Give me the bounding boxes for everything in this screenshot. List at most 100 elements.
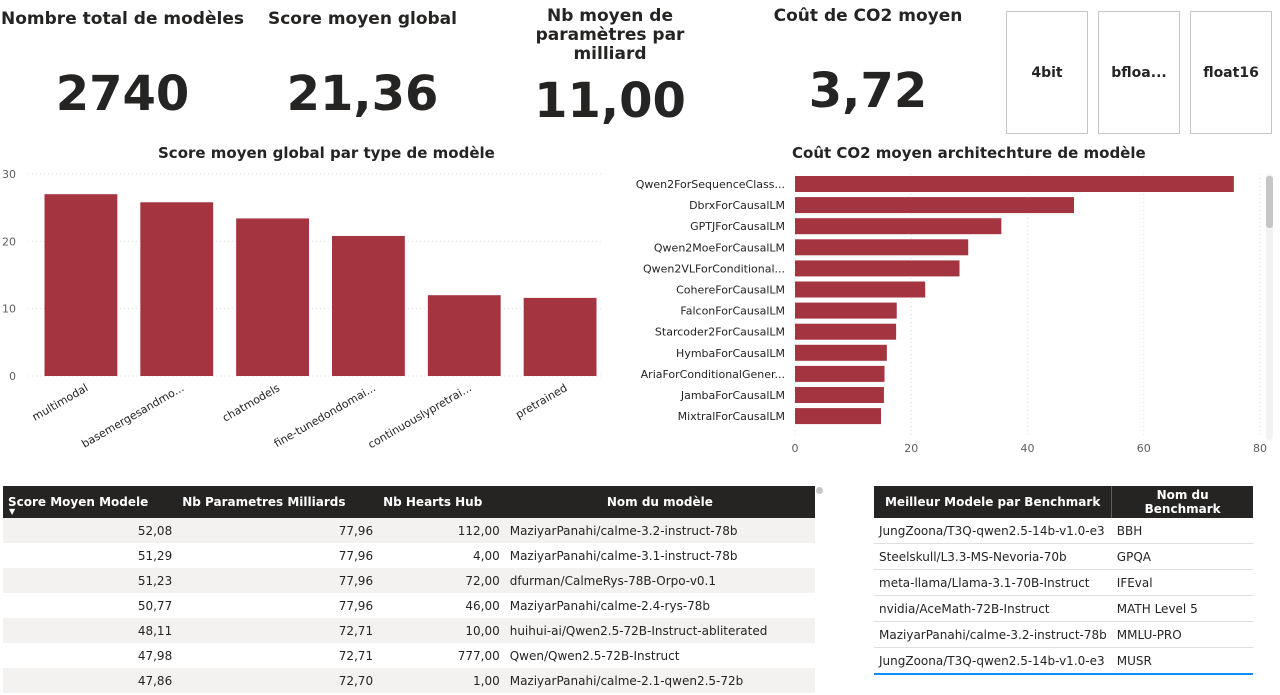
models-table: Score Moyen Modele ▼ Nb Parametres Milli… (3, 486, 815, 693)
cell-model-name: dfurman/CalmeRys-78B-Orpo-v0.1 (504, 568, 815, 593)
header-parameters[interactable]: Nb Parametres Milliards (177, 486, 379, 518)
y-tick-label: CohereForCausalLM (676, 284, 785, 297)
scrollbar-thumb[interactable] (1266, 176, 1273, 228)
bar (795, 239, 969, 256)
cell-parameters: 77,96 (338, 598, 374, 613)
table-row[interactable]: 52,08 77,96 112,00 MaziyarPanahi/calme-3.2-… (3, 518, 815, 543)
bar (140, 202, 214, 376)
cell-score: 52,08 (3, 518, 178, 543)
cell-hearts: 46,00 (465, 598, 500, 613)
y-tick-label: 30 (2, 168, 16, 181)
bar (236, 218, 309, 376)
table-row[interactable]: JungZoona/T3Q-qwen2.5-14b-v1.0-e3 MUSR (874, 647, 1253, 675)
cell-benchmark: BBH (1111, 518, 1253, 544)
cell-score: 51,23 (3, 568, 178, 593)
header-model-name[interactable]: Nom du modèle (504, 486, 815, 518)
cell-best-model: Steelskull/L3.3-MS-Nevoria-70b (874, 543, 1112, 570)
sort-desc-icon[interactable]: ▼ (9, 507, 16, 516)
y-tick-label: Qwen2ForSequenceClass... (636, 178, 785, 191)
y-tick-label: FalconForCausalLM (680, 305, 785, 318)
cell-hearts: 4,00 (473, 548, 500, 563)
table-row[interactable]: 47,98 72,71 777,00 Qwen/Qwen2.5-72B-Instruc… (3, 643, 815, 668)
table-row[interactable]: meta-llama/Llama-3.1-70B-Instruct IFEval (874, 569, 1253, 596)
kpi-average-score: Score moyen global 21,36 (245, 10, 480, 125)
cell-score: 50,77 (137, 598, 173, 613)
cell-model-name: huihui-ai/Qwen2.5-72B-Instruct-abliterat… (504, 618, 815, 643)
x-tick-label: continuouslypretrai... (366, 381, 474, 451)
table-header-row: Meilleur Modele par Benchmark Nom du Ben… (874, 486, 1253, 518)
x-tick-label: chatmodels (220, 381, 282, 424)
kpi-title: Score moyen global (267, 9, 457, 29)
table-row[interactable]: JungZoona/T3Q-qwen2.5-14b-v1.0-e3 BBH (874, 518, 1253, 544)
table-row[interactable]: 51,23 77,96 72,00 dfurman/CalmeRys-78B-Orpo… (3, 568, 815, 593)
y-tick-label: GPTJForCausalLM (690, 220, 785, 233)
chart-title-co2-by-architecture: Coût CO2 moyen architechture de modèle (792, 144, 1146, 162)
kpi-value: 3,72 (808, 63, 928, 119)
x-tick-label: 20 (904, 442, 918, 455)
kpi-value: 11,00 (534, 73, 686, 129)
bar (795, 387, 884, 403)
cell-parameters: 72,70 (177, 668, 379, 693)
table-row[interactable]: nvidia/AceMath-72B-Instruct MATH Level 5 (874, 595, 1253, 622)
bar (795, 260, 960, 277)
y-tick-label: HymbaForCausalLM (676, 347, 785, 360)
benchmark-table: Meilleur Modele par Benchmark Nom du Ben… (874, 486, 1253, 675)
table-row[interactable]: Steelskull/L3.3-MS-Nevoria-70b GPQA (874, 543, 1253, 570)
x-tick-label: multimodal (30, 381, 90, 423)
cell-hearts: 1,00 (378, 668, 505, 693)
y-tick-label: DbrxForCausalLM (689, 199, 785, 212)
cell-score: 51,29 (137, 548, 173, 563)
y-tick-label: MixtralForCausalLM (678, 410, 785, 423)
x-tick-label: 0 (792, 442, 799, 455)
cell-hearts: 112,00 (378, 518, 505, 543)
bar (795, 218, 1002, 235)
kpi-average-co2: Coût de CO2 moyen 3,72 (758, 7, 978, 127)
chart-scrollbar[interactable] (1266, 174, 1273, 440)
bar (795, 323, 897, 340)
cell-model-name: Qwen/Qwen2.5-72B-Instruct (509, 648, 680, 663)
table-row[interactable]: MaziyarPanahi/calme-3.2-instruct-78b MMLU… (874, 621, 1253, 648)
cell-best-model: meta-llama/Llama-3.1-70B-Instruct (874, 569, 1112, 596)
table-header-row: Score Moyen Modele ▼ Nb Parametres Milli… (3, 486, 815, 518)
bar (795, 281, 926, 298)
header-score[interactable]: Score Moyen Modele ▼ (3, 486, 178, 518)
y-tick-label: JambaForCausalLM (680, 389, 785, 402)
bar (795, 176, 1234, 192)
cell-parameters: 77,96 (177, 518, 379, 543)
bar (44, 194, 118, 376)
cell-score: 47,98 (137, 648, 173, 663)
bar (332, 235, 405, 376)
y-tick-label: 20 (2, 235, 16, 248)
cell-score: 48,11 (3, 618, 178, 643)
y-tick-label: Qwen2VLForConditional... (643, 262, 785, 275)
header-benchmark[interactable]: Nom du Benchmark (1111, 486, 1253, 518)
bar (795, 302, 897, 319)
x-tick-label: basemergesandmo... (79, 381, 186, 450)
bar (795, 197, 1074, 214)
table-row[interactable]: 48,11 72,71 10,00 huihui-ai/Qwen2.5-72B-Ins… (3, 618, 815, 643)
slicer-4bit[interactable]: 4bit (1006, 11, 1088, 134)
bar (795, 365, 885, 382)
cell-score: 47,86 (3, 668, 178, 693)
table-row[interactable]: 50,77 77,96 46,00 MaziyarPanahi/calme-2.4-r… (3, 593, 815, 618)
header-hearts[interactable]: Nb Hearts Hub (378, 486, 505, 518)
kpi-average-parameters: Nb moyen de paramètres par milliard 11,0… (490, 6, 730, 130)
cell-model-name: MaziyarPanahi/calme-3.2-instruct-78b (504, 518, 815, 543)
table-row[interactable]: 47,86 72,70 1,00 MaziyarPanahi/calme-2.1-qw… (3, 668, 815, 693)
cell-hearts: 777,00 (457, 648, 500, 663)
co2-by-architecture-chart: 0 20 40 60 80 Qwen2ForSequenceClass... DbrxFor… (636, 174, 1267, 455)
header-best-model[interactable]: Meilleur Modele par Benchmark (874, 486, 1112, 518)
y-tick-label: Qwen2MoeForCausalLM (654, 241, 785, 254)
cell-hearts: 72,00 (378, 568, 505, 593)
cell-benchmark: MATH Level 5 (1111, 595, 1253, 622)
kpi-title: Nombre total de modèles (1, 9, 244, 29)
table-row[interactable]: 51,29 77,96 4,00 MaziyarPanahi/calme-3.1-in… (3, 543, 815, 568)
kpi-title: Coût de CO2 moyen (773, 6, 963, 26)
table-scroll-indicator[interactable] (816, 487, 823, 494)
x-tick-label: 80 (1253, 442, 1267, 455)
kpi-title: Nb moyen de paramètres par milliard (535, 6, 685, 64)
x-tick-label: 40 (1021, 442, 1035, 455)
slicer-bfloat[interactable]: bfloa... (1098, 11, 1180, 134)
slicer-float16[interactable]: float16 (1190, 11, 1272, 134)
